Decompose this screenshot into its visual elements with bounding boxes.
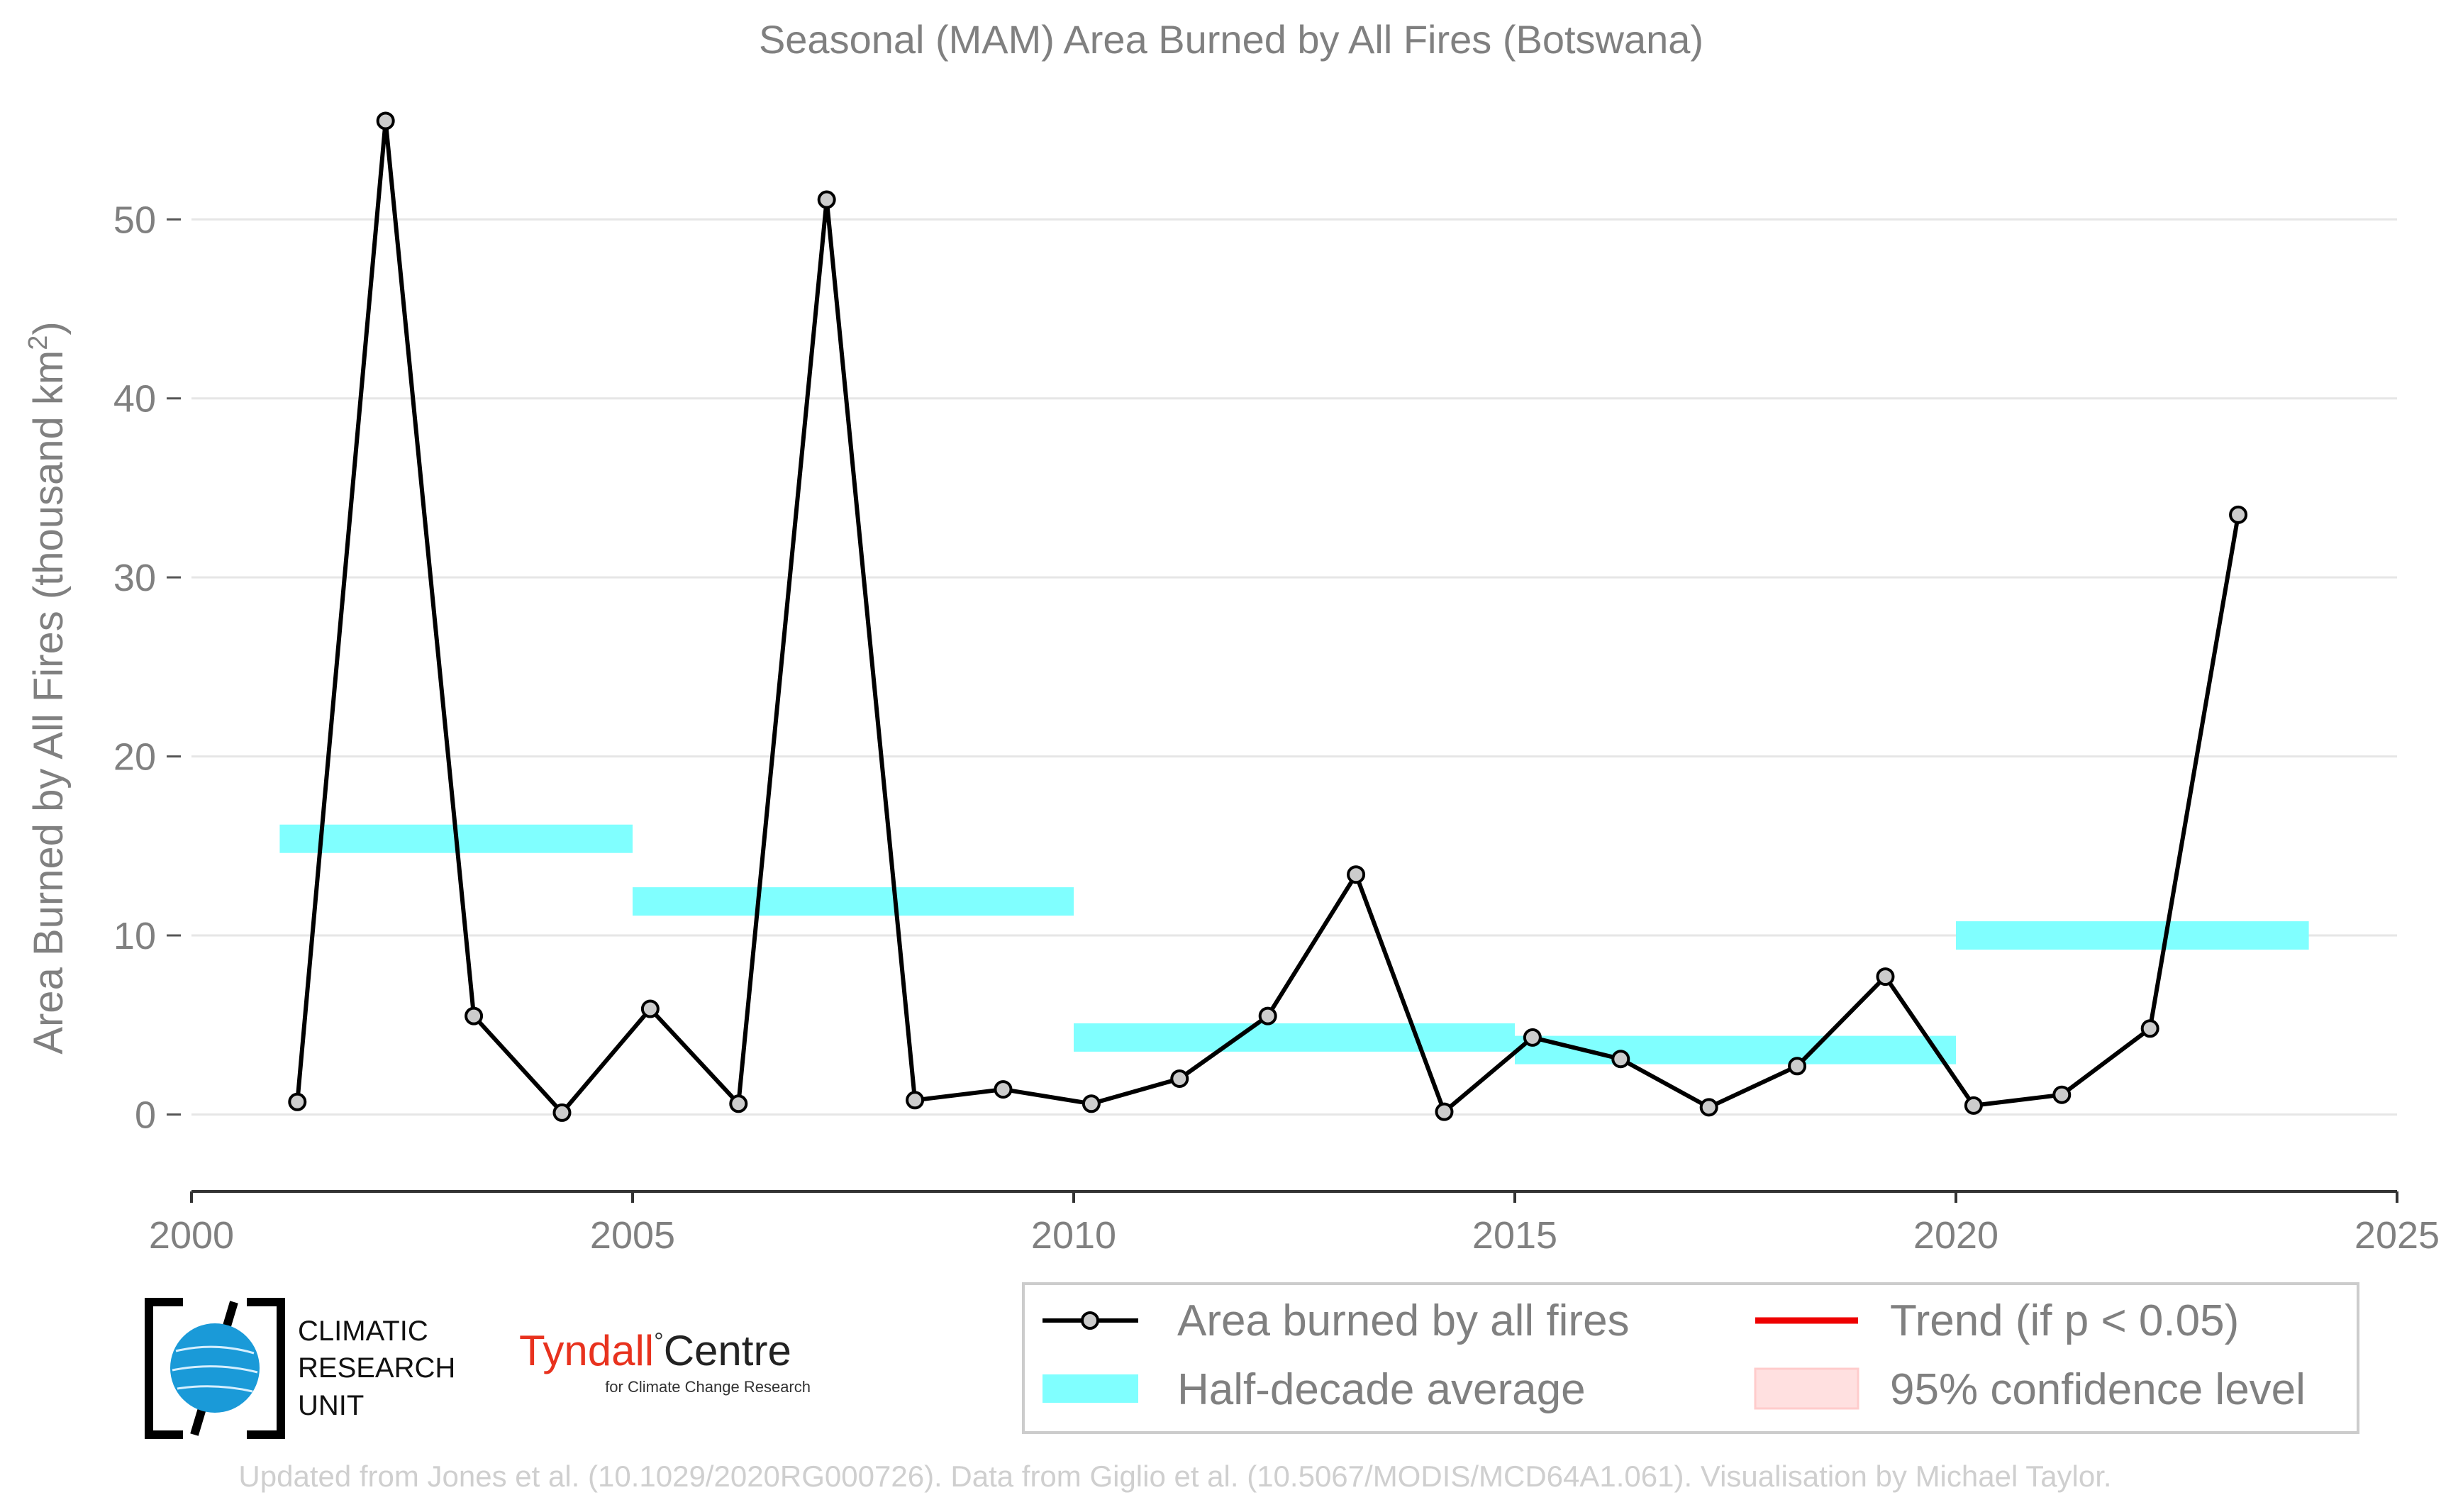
gridlines bbox=[191, 218, 2397, 1116]
y-axis: 0 10 20 30 40 50 bbox=[113, 199, 181, 1136]
cru-text-line1: CLIMATIC bbox=[298, 1316, 428, 1347]
cru-text-line2: RESEARCH bbox=[298, 1352, 455, 1384]
data-point-8 bbox=[906, 1091, 925, 1110]
legend-item-trend: Trend (if p < 0.05) bbox=[1755, 1296, 2239, 1345]
data-point-18 bbox=[1788, 1057, 1807, 1076]
half-decade-band-2 bbox=[633, 887, 1074, 916]
tyndall-degree: ° bbox=[654, 1328, 664, 1355]
chart-title: Seasonal (MAM) Area Burned by All Fires … bbox=[759, 17, 1703, 62]
y-axis-label-superscript: 2 bbox=[23, 335, 53, 350]
data-point-17 bbox=[1699, 1098, 1718, 1117]
data-point-22 bbox=[2140, 1019, 2159, 1038]
series-line bbox=[295, 118, 2241, 1115]
y-axis-label-main: Area Burned by All Fires (thousand km bbox=[26, 350, 72, 1055]
x-tick-label-2025: 2025 bbox=[2354, 1214, 2440, 1257]
half-decade-band-5 bbox=[1956, 921, 2309, 950]
x-axis: 2000 2005 2010 2015 2020 2025 bbox=[149, 1190, 2440, 1257]
data-point-19 bbox=[1876, 967, 1895, 986]
legend-item-half-decade: Half-decade average bbox=[1043, 1365, 1586, 1414]
legend-swatch-marker bbox=[1081, 1311, 1099, 1330]
tyndall-subtitle: for Climate Change Research bbox=[605, 1378, 811, 1396]
data-point-13 bbox=[1347, 865, 1366, 884]
cru-bracket-left bbox=[145, 1298, 183, 1439]
legend-item-confidence: 95% confidence level bbox=[1754, 1365, 2306, 1414]
legend-box bbox=[1022, 1282, 2359, 1434]
footer-credits: Updated from Jones et al. (10.1029/2020R… bbox=[238, 1460, 2111, 1493]
x-tick-label-2015: 2015 bbox=[1472, 1214, 1557, 1257]
data-point-23 bbox=[2229, 505, 2248, 524]
series-area-burned bbox=[288, 111, 2248, 1122]
legend-label-half-decade: Half-decade average bbox=[1177, 1365, 1586, 1414]
legend-swatch-confidence bbox=[1754, 1367, 1859, 1410]
data-point-2 bbox=[376, 111, 395, 130]
x-tick-label-2020: 2020 bbox=[1913, 1214, 1998, 1257]
legend-swatch-band bbox=[1043, 1374, 1138, 1403]
legend-label-confidence: 95% confidence level bbox=[1890, 1365, 2306, 1414]
x-tick-label-2005: 2005 bbox=[590, 1214, 675, 1257]
data-point-7 bbox=[817, 190, 836, 209]
data-point-6 bbox=[729, 1094, 748, 1113]
data-point-3 bbox=[465, 1006, 484, 1025]
data-point-10 bbox=[1082, 1094, 1101, 1113]
y-tick-label-50: 50 bbox=[113, 199, 156, 241]
y-axis-label-close: ) bbox=[26, 321, 72, 335]
half-decade-band-3 bbox=[1074, 1023, 1515, 1052]
data-point-1 bbox=[288, 1092, 307, 1111]
legend: Area burned by all fires Trend (if p < 0… bbox=[1022, 1282, 2359, 1434]
globe-lines bbox=[172, 1345, 258, 1393]
y-tick-label-40: 40 bbox=[113, 378, 156, 421]
x-tick-label-2010: 2010 bbox=[1031, 1214, 1116, 1257]
data-point-16 bbox=[1611, 1050, 1630, 1069]
legend-label-area-burned: Area burned by all fires bbox=[1177, 1296, 1630, 1345]
x-tick-label-2000: 2000 bbox=[149, 1214, 234, 1257]
legend-item-area-burned: Area burned by all fires bbox=[1043, 1296, 1630, 1345]
y-axis-label: Area Burned by All Fires (thousand km2) bbox=[23, 321, 72, 1054]
data-point-9 bbox=[994, 1080, 1013, 1099]
tyndall-centre-logo: Tyndall°Centre for Climate Change Resear… bbox=[519, 1327, 811, 1396]
y-tick-label-20: 20 bbox=[113, 736, 156, 779]
globe-icon bbox=[170, 1323, 260, 1413]
cru-text-line3: UNIT bbox=[298, 1390, 364, 1421]
centre-word: Centre bbox=[664, 1327, 791, 1374]
cru-logo: CLIMATIC RESEARCH UNIT bbox=[145, 1298, 455, 1439]
y-tick-label-0: 0 bbox=[135, 1094, 156, 1136]
cru-bracket-right bbox=[247, 1298, 285, 1439]
data-point-12 bbox=[1258, 1006, 1277, 1025]
y-tick-label-10: 10 bbox=[113, 915, 156, 957]
data-point-20 bbox=[1964, 1096, 1983, 1115]
legend-label-trend: Trend (if p < 0.05) bbox=[1890, 1296, 2239, 1345]
tyndall-word: Tyndall bbox=[519, 1327, 654, 1374]
data-point-5 bbox=[640, 999, 660, 1018]
y-tick-label-30: 30 bbox=[113, 557, 156, 599]
half-decade-average-bands bbox=[279, 824, 2309, 1064]
data-point-15 bbox=[1523, 1028, 1542, 1047]
data-point-4 bbox=[552, 1103, 572, 1122]
data-point-11 bbox=[1170, 1069, 1189, 1088]
data-point-14 bbox=[1435, 1102, 1454, 1121]
data-point-21 bbox=[2052, 1085, 2072, 1104]
tyndall-wordmark: Tyndall°Centre bbox=[519, 1327, 791, 1374]
